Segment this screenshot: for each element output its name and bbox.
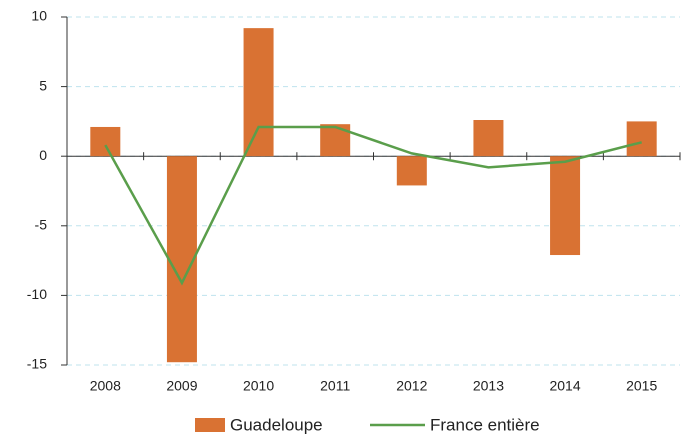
legend-swatch: [195, 418, 225, 432]
y-tick-label: 5: [39, 77, 47, 93]
bar: [243, 28, 274, 157]
bar: [90, 126, 121, 157]
bar: [626, 121, 657, 157]
x-tick-label: 2010: [243, 378, 274, 394]
y-tick-label: -15: [27, 356, 47, 372]
x-tick-label: 2011: [320, 378, 350, 394]
line: [104, 125, 642, 286]
x-tick-label: 2012: [396, 378, 427, 394]
x-tick-label: 2009: [166, 378, 197, 394]
x-tick-label: 2014: [549, 378, 580, 394]
bar: [473, 120, 504, 157]
y-tick-label: 0: [39, 147, 47, 163]
x-tick-label: 2015: [626, 378, 657, 394]
y-tick-label: -10: [27, 286, 47, 302]
x-tick-label: 2008: [90, 378, 121, 394]
bar: [550, 156, 581, 256]
legend-label: Guadeloupe: [230, 415, 323, 434]
y-tick-label: 10: [31, 8, 47, 24]
bar: [396, 156, 427, 186]
bar: [166, 156, 197, 363]
bar: [320, 124, 351, 157]
y-tick-label: -5: [35, 217, 48, 233]
legend-label: France entière: [430, 415, 540, 434]
x-tick-label: 2013: [473, 378, 504, 394]
